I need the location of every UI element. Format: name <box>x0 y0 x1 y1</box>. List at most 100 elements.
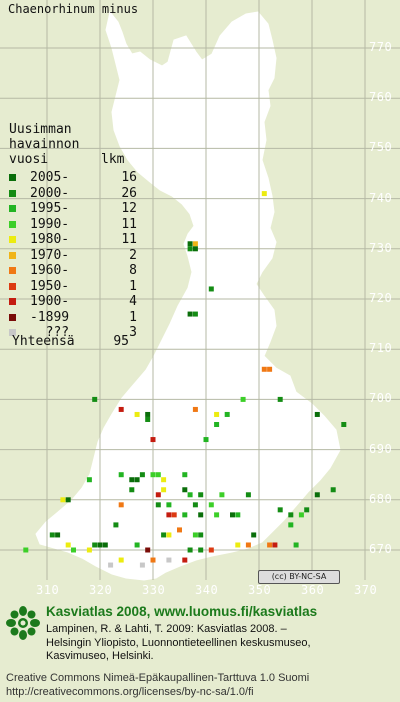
occurrence-square <box>182 487 188 493</box>
species-title: Chaenorhinum minus <box>8 2 139 16</box>
legend-swatch <box>9 189 16 197</box>
legend-count-header: lkm <box>101 152 125 167</box>
occurrence-square <box>187 246 193 252</box>
occurrence-square <box>192 532 198 538</box>
occurrence-square <box>71 547 76 553</box>
occurrence-square <box>192 246 198 252</box>
occurrence-square <box>118 472 124 478</box>
occurrence-square <box>288 512 294 518</box>
occurrence-square <box>150 437 156 443</box>
legend-total-count: 95 <box>113 334 129 349</box>
occurrence-square <box>129 477 135 483</box>
occurrence-square <box>235 542 241 548</box>
occurrence-square <box>155 502 161 508</box>
legend-swatch <box>9 313 16 321</box>
brand-link[interactable]: Kasviatlas 2008, www.luomus.fi/kasviatla… <box>46 604 318 619</box>
occurrence-square <box>49 532 55 538</box>
occurrence-square <box>272 542 278 548</box>
y-axis-tick: 710 <box>369 341 393 356</box>
occurrence-square <box>177 527 182 533</box>
legend-swatch <box>9 220 16 228</box>
occurrence-dots <box>23 191 347 568</box>
legend-swatch <box>9 329 16 336</box>
x-axis-tick: 340 <box>195 583 219 597</box>
occurrence-square <box>245 492 251 498</box>
legend-count: 26 <box>121 185 137 201</box>
y-axis-tick: 670 <box>369 542 393 556</box>
occurrence-square <box>314 492 320 498</box>
occurrence-square <box>182 557 188 563</box>
occurrence-square <box>118 557 124 563</box>
y-axis-tick: 680 <box>369 491 393 506</box>
legend-total: Yhteensä 95 <box>12 334 134 349</box>
legend-row: 1970- 2 <box>9 248 159 264</box>
legend-swatch <box>9 236 16 243</box>
legend-items: 2005- 16 2000- 26 1995- 12 1990- 11 1980- 11 1970-… <box>9 170 159 341</box>
occurrence-square <box>261 366 267 372</box>
occurrence-square <box>139 562 145 568</box>
occurrence-square <box>187 241 193 247</box>
occurrence-square <box>145 416 151 422</box>
y-axis-tick: 730 <box>369 240 393 255</box>
y-axis-tick: 770 <box>369 40 393 54</box>
occurrence-square <box>97 542 103 548</box>
occurrence-square <box>314 411 320 417</box>
occurrence-square <box>161 487 167 493</box>
citation-line-2: Helsingin Yliopisto, Luonnontieteellinen… <box>46 636 311 649</box>
occurrence-square <box>267 366 273 372</box>
legend-count: 16 <box>121 170 137 185</box>
legend-label: 1900- <box>30 294 70 309</box>
occurrence-square <box>214 512 220 518</box>
legend-label: 1990- <box>30 216 70 232</box>
occurrence-square <box>113 522 119 528</box>
occurrence-square <box>192 406 198 412</box>
occurrence-square <box>166 557 172 563</box>
legend-swatch <box>9 267 16 274</box>
occurrence-square <box>129 487 135 493</box>
occurrence-square <box>102 542 108 548</box>
cc-license-badge[interactable]: (cc) BY-NC-SA <box>258 570 340 584</box>
legend-row: -1899 1 <box>9 310 159 326</box>
legend-heading: Uusimman havainnon vuosi lkm <box>9 122 139 167</box>
legend-row: 1980- 11 <box>9 232 159 248</box>
occurrence-square <box>134 542 140 548</box>
occurrence-square <box>293 542 299 548</box>
legend-swatch <box>9 298 16 305</box>
occurrence-square <box>261 191 267 197</box>
occurrence-square <box>230 512 235 518</box>
y-axis-tick: 760 <box>369 90 393 105</box>
occurrence-square <box>277 396 283 402</box>
occurrence-square <box>235 512 241 518</box>
x-axis-tick: 320 <box>89 583 113 597</box>
x-axis-tick: 360 <box>301 583 325 597</box>
occurrence-square <box>208 286 214 292</box>
occurrence-square <box>134 477 140 483</box>
occurrence-square <box>134 411 140 417</box>
y-axis-tick: 750 <box>369 140 393 155</box>
legend-row: 1960- 8 <box>9 263 159 279</box>
occurrence-square <box>187 547 193 553</box>
occurrence-square <box>60 497 66 503</box>
occurrence-square <box>155 472 161 478</box>
occurrence-square <box>224 411 230 417</box>
y-axis-tick: 720 <box>369 291 393 305</box>
legend-row: 1950- 1 <box>9 279 159 295</box>
occurrence-square <box>240 396 246 402</box>
footer: Kasviatlas 2008, www.luomus.fi/kasviatla… <box>0 598 400 702</box>
y-axis-tick: 690 <box>369 441 393 456</box>
occurrence-square <box>277 507 283 513</box>
legend-swatch <box>9 282 16 290</box>
x-axis-tick: 350 <box>248 583 272 597</box>
legend-total-label: Yhteensä <box>12 334 75 349</box>
occurrence-square <box>65 542 71 548</box>
legend-swatch <box>9 251 16 259</box>
legend-count: 8 <box>129 263 137 278</box>
legend-label: 1960- <box>30 263 70 278</box>
legend-label: 1950- <box>30 278 70 294</box>
legend-label: ??? <box>30 325 70 340</box>
occurrence-square <box>203 437 209 443</box>
occurrence-square <box>145 411 151 417</box>
license-url-link[interactable]: http://creativecommons.org/licenses/by-n… <box>6 686 254 698</box>
citation-line-3: Kasvimuseo, Helsinki. <box>46 650 154 662</box>
occurrence-square <box>304 507 310 513</box>
